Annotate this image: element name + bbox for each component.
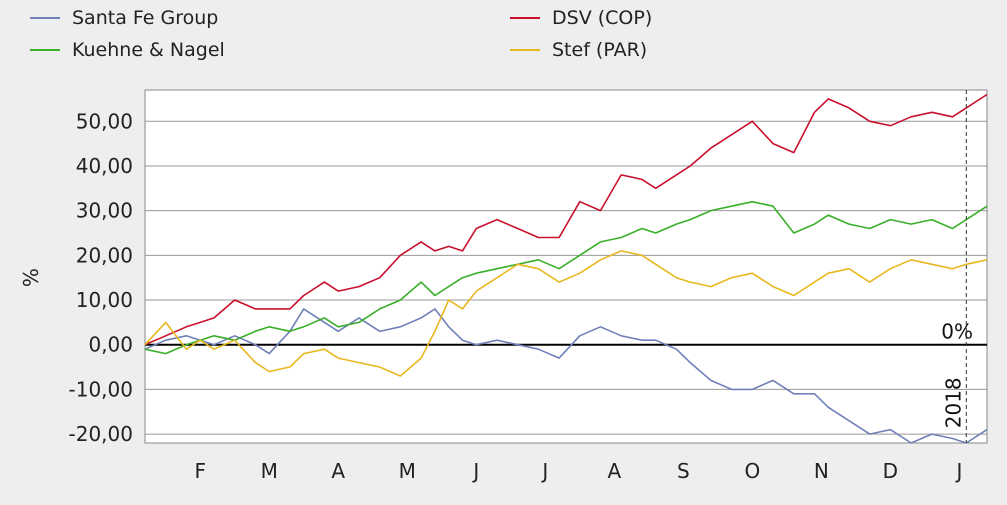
x-tick-label: S [677,459,690,483]
legend-item-stef: Stef (PAR) [510,39,647,61]
x-tick-label: J [471,459,479,483]
series-line-dsv-cop [144,93,988,346]
y-tick-label: 0,00 [88,333,133,357]
legend-swatch-stef [510,49,540,51]
x-tick-label: A [331,459,345,483]
x-tick-label: M [261,459,278,483]
legend-label-kuehne-nagel: Kuehne & Nagel [72,39,225,61]
y-tick-label: 10,00 [76,288,133,312]
series-line-kuehne-nagel [144,200,988,355]
legend-item-santa-fe-group: Santa Fe Group [30,7,218,29]
legend-item-kuehne-nagel: Kuehne & Nagel [30,39,225,61]
y-tick-label: 50,00 [76,109,133,133]
legend-swatch-kuehne-nagel [30,49,60,51]
legend-label-santa-fe-group: Santa Fe Group [72,7,219,29]
x-tick-label: D [883,459,898,483]
y-tick-label: -20,00 [69,422,133,446]
legend-swatch-santa-fe-group [30,17,60,19]
x-tick-label: J [540,459,548,483]
legend-item-dsv: DSV (COP) [510,7,652,29]
x-tick-label: F [194,459,206,483]
x-tick-label: O [744,459,760,483]
legend-label-stef: Stef (PAR) [552,39,648,61]
legend-label-dsv: DSV (COP) [552,7,653,29]
y-tick-label: 40,00 [76,154,133,178]
series-lines [144,93,988,444]
x-tick-label: A [607,459,621,483]
series-line-stef-par [144,250,988,377]
x-tick-label: N [814,459,829,483]
year-marker-label: 2018 [941,377,965,428]
y-tick-label: 20,00 [76,243,133,267]
y-axis-ticks: 50,00 40,00 30,00 20,00 10,00 0,00 -10,00 -20,0… [69,109,133,446]
y-tick-label: 30,00 [76,199,133,223]
series-line-santa-fe-group [144,308,988,444]
legend-swatch-dsv [510,17,540,19]
y-axis-label: % [19,268,43,287]
plot-area [144,89,988,444]
grid-lines [145,120,987,435]
x-tick-label: J [954,459,962,483]
zero-line-label: 0% [941,320,973,344]
y-tick-label: -10,00 [69,377,133,401]
x-tick-label: M [399,459,416,483]
